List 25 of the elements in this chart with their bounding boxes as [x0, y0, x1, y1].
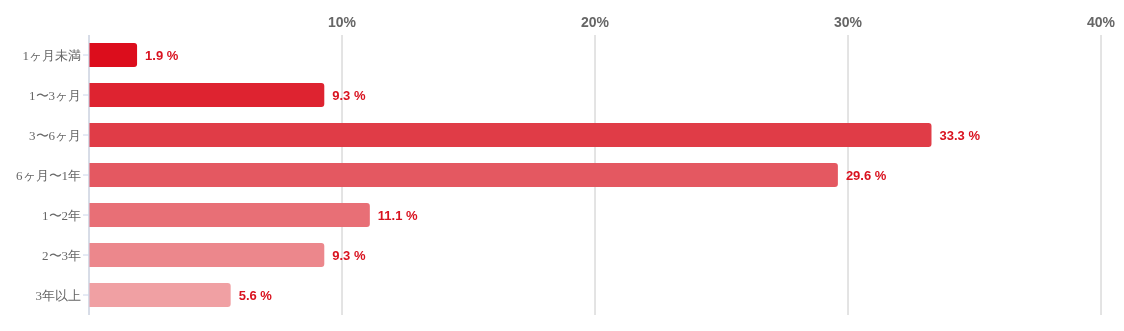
bar [89, 203, 370, 227]
x-tick-label: 10% [327, 14, 357, 30]
bar [89, 163, 838, 187]
bar [89, 243, 325, 267]
x-tick-label: 20% [580, 14, 610, 30]
data-label: 5.6 % [238, 288, 273, 303]
bar [89, 123, 932, 147]
y-tick-label: 3年以上 [35, 287, 81, 303]
data-label: 11.1 % [377, 208, 419, 223]
bar [89, 43, 138, 67]
y-tick-label: 1〜3ヶ月 [29, 87, 81, 103]
data-label: 1.9 % [145, 48, 179, 63]
x-tick-label: 30% [833, 14, 863, 30]
data-label: 9.3 % [332, 88, 366, 103]
bar [89, 83, 325, 107]
y-tick-label: 2〜3年 [42, 247, 81, 263]
y-tick-label: 1ヶ月未満 [22, 47, 81, 63]
x-tick-label: 40% [1086, 14, 1116, 30]
bar [89, 283, 231, 307]
y-tick-label: 1〜2年 [42, 207, 81, 223]
data-label: 33.3 % [939, 128, 981, 143]
data-label: 29.6 % [845, 168, 887, 183]
data-label: 9.3 % [332, 248, 366, 263]
y-tick-label: 6ヶ月〜1年 [16, 167, 81, 183]
y-tick-label: 3〜6ヶ月 [29, 127, 81, 143]
